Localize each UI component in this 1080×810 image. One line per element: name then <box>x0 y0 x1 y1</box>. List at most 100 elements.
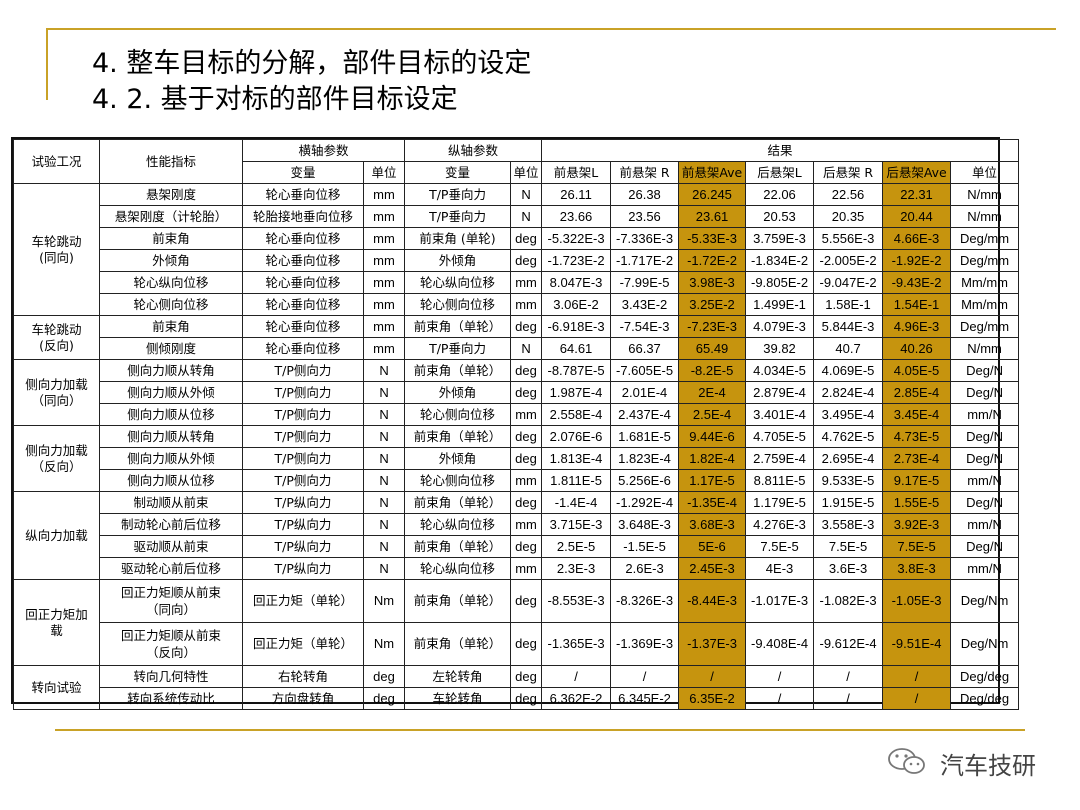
front-l-cell: 64.61 <box>541 337 612 360</box>
rear-r-cell: 22.56 <box>813 183 884 206</box>
result-unit-cell: Deg/N <box>950 491 1020 514</box>
table-row: 转向系统传动比 方向盘转角 deg 车轮转角 deg 6.362E-2 6.345E-2 6.… <box>14 687 1020 710</box>
result-unit-cell: Mm/mm <box>950 293 1020 316</box>
front-ave-cell: 65.49 <box>678 337 747 360</box>
h-variable-cell: 轮心垂向位移 <box>242 315 364 338</box>
front-ave-cell: -8.2E-5 <box>678 359 747 382</box>
rear-r-cell: 1.915E-5 <box>813 491 884 514</box>
v-unit-cell: deg <box>510 622 543 666</box>
metric-cell: 回正力矩顺从前束 （反向） <box>99 622 243 666</box>
front-ave-cell: 3.68E-3 <box>678 513 747 536</box>
rear-r-cell: 2.824E-4 <box>813 381 884 404</box>
rear-l-cell: -9.408E-4 <box>745 622 815 666</box>
h-unit-cell: N <box>362 425 406 448</box>
front-r-cell: -7.99E-5 <box>610 271 680 294</box>
brand-name: 汽车技研 <box>940 752 1036 780</box>
front-r-cell: 2.437E-4 <box>610 403 680 426</box>
rear-l-cell: 2.759E-4 <box>745 447 815 470</box>
front-l-cell: 23.66 <box>541 205 612 228</box>
metric-cell: 前束角 <box>99 315 243 338</box>
front-ave-cell: -1.37E-3 <box>678 622 747 666</box>
front-ave-cell: -8.44E-3 <box>678 579 747 623</box>
rear-ave-cell: 2.85E-4 <box>882 381 952 404</box>
front-l-cell: 3.06E-2 <box>541 293 612 316</box>
rear-r-cell: 2.695E-4 <box>813 447 884 470</box>
h-variable-cell: 轮心垂向位移 <box>242 271 364 294</box>
rear-ave-cell: 9.17E-5 <box>882 469 952 492</box>
rear-ave-cell: 4.05E-5 <box>882 359 952 382</box>
rear-l-cell: 3.759E-3 <box>745 227 815 250</box>
header-result-unit: 单位 <box>950 161 1020 184</box>
condition-cell: 侧向力加载 （同向） <box>13 359 100 426</box>
result-unit-cell: N/mm <box>950 183 1020 206</box>
metric-cell: 前束角 <box>99 227 243 250</box>
rear-ave-cell: 22.31 <box>882 183 952 206</box>
result-unit-cell: mm/N <box>950 469 1020 492</box>
front-l-cell: 2.076E-6 <box>541 425 612 448</box>
h-variable-cell: 轮心垂向位移 <box>242 249 364 272</box>
rear-r-cell: 5.556E-3 <box>813 227 884 250</box>
h-unit-cell: mm <box>362 249 406 272</box>
table-row: 回正力矩加 载回正力矩顺从前束 （同向） 回正力矩（单轮） Nm 前束角（单轮） deg… <box>13 579 1020 666</box>
rear-l-cell: -1.834E-2 <box>745 249 815 272</box>
v-variable-cell: T/P垂向力 <box>404 337 512 360</box>
condition-cell: 车轮跳动 (同向) <box>13 183 100 316</box>
h-variable-cell: 轮胎接地垂向位移 <box>242 205 364 228</box>
result-unit-cell: Deg/N <box>950 425 1020 448</box>
rear-ave-cell: -1.05E-3 <box>882 579 952 623</box>
result-unit-cell: Deg/mm <box>950 227 1020 250</box>
v-variable-cell: 前束角（单轮） <box>404 425 512 448</box>
header-rear-l: 后悬架L <box>745 161 815 184</box>
h-unit-cell: N <box>362 557 406 580</box>
condition-cell: 回正力矩加 载 <box>13 579 100 666</box>
v-variable-cell: 左轮转角 <box>404 665 512 688</box>
rear-l-cell: -1.017E-3 <box>745 579 815 623</box>
v-variable-cell: 轮心纵向位移 <box>404 513 512 536</box>
front-l-cell: 6.362E-2 <box>541 687 612 710</box>
front-l-cell: -1.4E-4 <box>541 491 612 514</box>
rear-ave-cell: 3.8E-3 <box>882 557 952 580</box>
h-unit-cell: N <box>362 491 406 514</box>
front-r-cell: -1.292E-4 <box>610 491 680 514</box>
h-variable-cell: T/P纵向力 <box>242 557 364 580</box>
table-body: 试验工况 性能指标 横轴参数 纵轴参数 结果 变量 单位 变量 单位 前悬架L … <box>13 139 1020 710</box>
metric-cell: 侧倾刚度 <box>99 337 243 360</box>
v-unit-cell: mm <box>510 557 543 580</box>
front-ave-cell: -1.72E-2 <box>678 249 747 272</box>
front-r-cell: -7.605E-5 <box>610 359 680 382</box>
rear-r-cell: 9.533E-5 <box>813 469 884 492</box>
v-unit-cell: deg <box>510 359 543 382</box>
v-unit-cell: deg <box>510 579 543 623</box>
rear-l-cell: 8.811E-5 <box>745 469 815 492</box>
table-row: 制动轮心前后位移 T/P纵向力 N 轮心纵向位移 mm 3.715E-3 3.648E-3 3… <box>14 513 1020 536</box>
result-unit-cell: Deg/N <box>950 447 1020 470</box>
v-variable-cell: 前束角（单轮） <box>404 535 512 558</box>
h-variable-cell: 轮心垂向位移 <box>242 293 364 316</box>
front-ave-cell: 23.61 <box>678 205 747 228</box>
h-unit-cell: deg <box>362 665 406 688</box>
h-unit-cell: mm <box>362 183 406 206</box>
v-variable-cell: 前束角（单轮） <box>404 359 512 382</box>
v-variable-cell: 车轮转角 <box>404 687 512 710</box>
condition-cell: 侧向力加载 （反向） <box>13 425 100 492</box>
header-metric: 性能指标 <box>99 139 243 184</box>
front-r-cell: 26.38 <box>610 183 680 206</box>
metric-cell: 驱动轮心前后位移 <box>99 557 243 580</box>
rear-r-cell: 4.762E-5 <box>813 425 884 448</box>
front-r-cell: 23.56 <box>610 205 680 228</box>
h-variable-cell: T/P侧向力 <box>242 359 364 382</box>
rear-ave-cell: / <box>882 687 952 710</box>
h-variable-cell: 回正力矩（单轮） <box>242 622 364 666</box>
result-unit-cell: Deg/N <box>950 381 1020 404</box>
rear-r-cell: 7.5E-5 <box>813 535 884 558</box>
table-row: 驱动轮心前后位移 T/P纵向力 N 轮心纵向位移 mm 2.3E-3 2.6E-3 2.45E… <box>14 557 1020 580</box>
rear-r-cell: 3.6E-3 <box>813 557 884 580</box>
h-unit-cell: N <box>362 403 406 426</box>
v-unit-cell: deg <box>510 315 543 338</box>
rear-l-cell: 4.079E-3 <box>745 315 815 338</box>
table-row: 侧向力顺从外倾 T/P侧向力 N 外倾角 deg 1.813E-4 1.823E-4 1.82… <box>14 447 1020 470</box>
front-ave-cell: 2E-4 <box>678 381 747 404</box>
h-variable-cell: T/P纵向力 <box>242 513 364 536</box>
header-condition: 试验工况 <box>13 139 100 184</box>
table-row: 外倾角 轮心垂向位移 mm 外倾角 deg -1.723E-2 -1.717E-2 -1.72… <box>14 249 1020 272</box>
